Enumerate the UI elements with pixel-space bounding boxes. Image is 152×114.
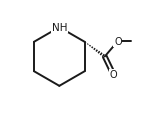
Text: O: O <box>114 37 122 47</box>
Text: NH: NH <box>52 23 67 33</box>
Text: O: O <box>110 70 117 80</box>
